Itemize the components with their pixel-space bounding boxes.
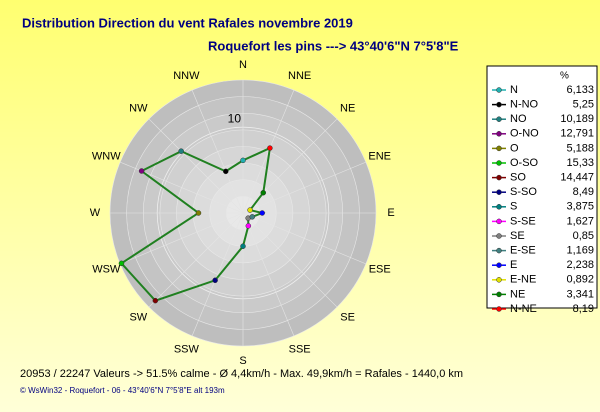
axis-label: E xyxy=(387,207,394,219)
legend-value: 2,238 xyxy=(566,259,594,271)
legend-value: 5,188 xyxy=(566,142,594,154)
axis-label: SW xyxy=(129,312,147,324)
legend-value: 14,447 xyxy=(560,172,594,184)
legend-name: SE xyxy=(510,230,525,242)
legend-name: S-SE xyxy=(510,215,536,227)
radar-point xyxy=(118,260,125,267)
legend-name: S xyxy=(510,201,517,213)
chart-title: Distribution Direction du vent Rafales n… xyxy=(22,15,353,30)
legend-swatch xyxy=(496,189,502,195)
radar-point xyxy=(247,207,253,213)
footer: 20953 / 22247 Valeurs -> 51.5% calme - Ø… xyxy=(20,368,463,380)
credit: © WsWin32 - Roquefort - 06 - 43°40'6"N 7… xyxy=(20,386,225,395)
legend-swatch xyxy=(496,204,502,210)
radar-point xyxy=(260,189,267,196)
legend-value: 12,791 xyxy=(560,128,594,140)
spoke xyxy=(242,212,295,336)
legend-name: NO xyxy=(510,113,527,125)
spoke xyxy=(148,212,244,308)
legend-name: E-SE xyxy=(510,245,536,257)
legend-swatch xyxy=(496,160,502,166)
axis-label: NNW xyxy=(173,70,200,82)
axis-label: SE xyxy=(340,312,355,324)
axis-label: WNW xyxy=(92,150,121,162)
spoke xyxy=(242,212,366,265)
spoke xyxy=(191,90,244,214)
axis-label: W xyxy=(90,207,101,219)
legend-swatch xyxy=(496,291,502,298)
legend-swatch xyxy=(496,233,502,239)
legend-name: O-NO xyxy=(510,128,539,140)
legend-name: N-NE xyxy=(510,303,537,315)
radar-point xyxy=(152,297,159,304)
radar-point xyxy=(178,148,184,154)
radar-point xyxy=(195,210,202,216)
legend-value: 8,49 xyxy=(573,186,594,198)
legend-name: N-NO xyxy=(510,99,539,111)
axis-label: NNE xyxy=(288,70,311,82)
spoke xyxy=(148,118,244,214)
radar-point xyxy=(223,168,229,175)
spoke xyxy=(120,212,244,265)
spoke xyxy=(191,212,244,336)
axis-label: NE xyxy=(340,102,355,114)
radar-point xyxy=(138,168,145,174)
legend-swatch xyxy=(496,277,502,283)
legend-swatch xyxy=(496,145,502,152)
legend-swatch xyxy=(496,247,502,254)
legend-name: O xyxy=(510,142,519,154)
legend-value: 1,169 xyxy=(566,245,594,257)
radar-point xyxy=(267,145,273,151)
legend-swatch xyxy=(496,306,502,312)
legend-swatch xyxy=(496,101,502,108)
legend-value: 15,33 xyxy=(566,157,594,169)
legend-value: 6,133 xyxy=(566,84,594,96)
axis-label: S xyxy=(239,355,246,367)
r-tick-label: 10 xyxy=(228,111,242,125)
legend-swatch xyxy=(496,116,502,122)
legend-name: N xyxy=(510,84,518,96)
legend-value: 10,189 xyxy=(560,113,594,125)
legend-swatch xyxy=(496,262,502,268)
spoke xyxy=(242,212,338,308)
axis-label: WSW xyxy=(92,264,121,276)
legend-value: 5,25 xyxy=(573,99,594,111)
legend-name: E xyxy=(510,259,517,271)
radar-point xyxy=(212,277,218,284)
axis-label: N xyxy=(239,59,247,71)
legend-swatch xyxy=(496,218,502,225)
legend-value: 3,875 xyxy=(566,201,594,213)
axis-label: ESE xyxy=(369,264,391,276)
legend-value: 8,19 xyxy=(573,303,594,315)
radar-point xyxy=(249,214,256,220)
legend-name: NE xyxy=(510,288,525,300)
legend-value: 1,627 xyxy=(566,215,594,227)
axis-label: SSW xyxy=(174,344,200,356)
legend-value: 0,85 xyxy=(573,230,594,242)
legend-name: SO xyxy=(510,172,526,184)
legend-name: E-NE xyxy=(510,274,536,286)
legend-box xyxy=(486,65,598,309)
axis-label: ENE xyxy=(368,150,391,162)
radar-point xyxy=(259,210,265,216)
axis-label: SSE xyxy=(289,344,311,356)
spoke xyxy=(242,161,366,214)
legend-title: % xyxy=(560,71,569,82)
legend-value: 0,892 xyxy=(566,274,594,286)
legend-swatch xyxy=(496,174,502,181)
legend-name: O-SO xyxy=(510,157,539,169)
radar-point xyxy=(245,223,252,229)
radar-point xyxy=(240,157,246,164)
chart-subtitle: Roquefort les pins ---> 43°40'6"N 7°5'8"… xyxy=(208,38,459,53)
legend-swatch xyxy=(496,87,502,93)
legend-value: 3,341 xyxy=(566,288,594,300)
legend-name: S-SO xyxy=(510,186,537,198)
axis-label: NW xyxy=(129,102,148,114)
legend-swatch xyxy=(496,131,502,137)
radar-point xyxy=(240,243,246,249)
